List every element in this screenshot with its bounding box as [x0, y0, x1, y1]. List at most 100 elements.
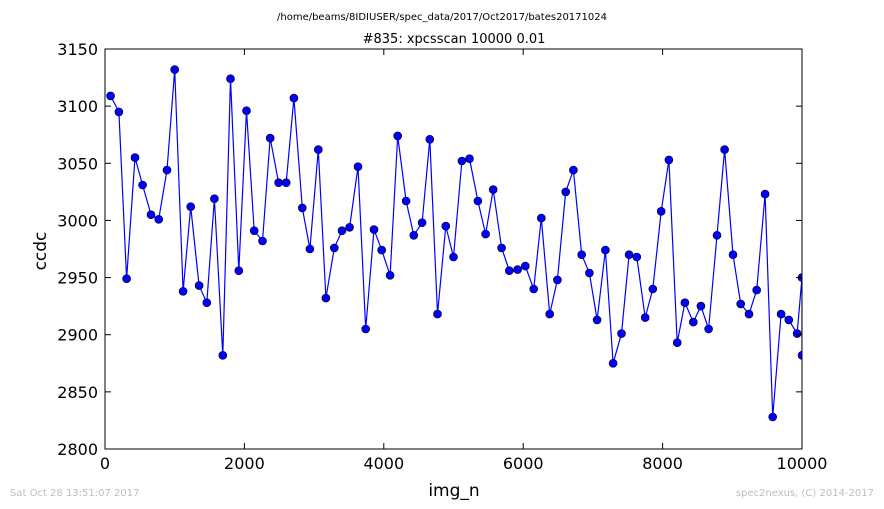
y-tick-label: 2900 — [57, 326, 98, 345]
data-point — [672, 338, 682, 348]
x-tick-label: 4000 — [363, 454, 404, 473]
footer-timestamp: Sat Oct 28 13:51:07 2017 — [10, 488, 140, 499]
data-point — [696, 301, 706, 311]
data-point — [592, 315, 602, 325]
data-point — [361, 324, 371, 334]
series-line — [110, 69, 802, 418]
y-tick-label: 3100 — [57, 97, 98, 116]
data-point — [601, 245, 610, 255]
data-point — [393, 131, 403, 141]
y-tick-label: 2850 — [57, 383, 98, 402]
data-point — [313, 145, 323, 154]
data-point — [194, 281, 204, 290]
data-point — [553, 275, 562, 285]
y-tick-label: 2800 — [57, 440, 98, 459]
data-point — [409, 231, 419, 240]
data-point — [210, 194, 219, 203]
data-point — [608, 358, 618, 368]
data-point — [457, 156, 467, 166]
data-point — [648, 284, 658, 294]
data-point — [337, 226, 347, 235]
data-point — [497, 243, 506, 253]
chart-title: #835: xpcsscan 10000 0.01 — [363, 32, 546, 47]
data-point — [234, 266, 244, 276]
data-point — [797, 351, 802, 360]
axes-frame — [104, 48, 803, 450]
data-point — [704, 324, 713, 334]
data-point — [760, 189, 770, 199]
x-tick-label: 6000 — [503, 454, 544, 473]
x-axis-label: img_n — [428, 481, 479, 501]
data-point — [297, 203, 307, 213]
data-point — [465, 154, 474, 163]
data-point — [321, 293, 331, 303]
data-point — [712, 231, 722, 240]
data-point — [249, 226, 259, 235]
x-tick-label: 2000 — [224, 454, 265, 473]
data-point — [529, 284, 539, 294]
data-point — [561, 187, 571, 197]
x-tick-label: 10000 — [777, 454, 828, 473]
data-point — [274, 178, 283, 187]
data-point — [776, 309, 786, 319]
data-point — [122, 274, 131, 284]
data-point — [624, 250, 634, 259]
data-point — [146, 210, 156, 219]
y-tick-label: 2950 — [57, 269, 98, 288]
data-point — [114, 107, 124, 117]
data-point — [520, 261, 530, 271]
data-point — [226, 74, 235, 83]
data-point — [106, 91, 115, 101]
data-point — [130, 153, 140, 162]
data-point — [345, 223, 354, 232]
y-axis-label: ccdc — [31, 232, 51, 271]
data-point — [353, 162, 363, 171]
data-point — [385, 270, 395, 280]
data-point — [178, 286, 188, 296]
data-point — [289, 93, 299, 103]
data-point — [688, 317, 698, 327]
data-point — [258, 236, 267, 246]
x-tick-label: 0 — [100, 454, 110, 473]
y-tick-label: 3050 — [57, 154, 98, 173]
data-point — [162, 165, 172, 175]
data-point — [242, 106, 251, 115]
data-point — [481, 229, 490, 239]
data-point — [281, 178, 291, 187]
data-point — [369, 225, 379, 234]
data-point — [752, 285, 762, 295]
data-point — [784, 315, 794, 325]
data-point — [536, 213, 546, 223]
data-point — [640, 313, 650, 322]
data-point — [377, 245, 387, 255]
y-tick-label: 3000 — [57, 211, 98, 230]
plot-area — [106, 65, 802, 422]
data-point — [656, 207, 666, 216]
data-point — [329, 243, 339, 253]
data-point — [768, 412, 778, 422]
footer-credit: spec2nexus, (C) 2014-2017 — [735, 488, 874, 499]
data-point — [504, 266, 514, 276]
data-point — [545, 309, 555, 319]
data-point — [680, 298, 690, 308]
data-point — [577, 250, 587, 259]
x-tick-label: 8000 — [642, 454, 683, 473]
data-point — [433, 309, 442, 319]
data-point — [513, 265, 522, 274]
data-point — [425, 135, 435, 144]
data-point — [401, 196, 411, 206]
data-point — [617, 329, 626, 338]
data-point — [488, 185, 498, 194]
chart-suptitle: /home/beams/8IDIUSER/spec_data/2017/Oct2… — [277, 12, 607, 23]
data-point — [744, 309, 754, 319]
data-point — [138, 180, 147, 190]
data-point — [305, 244, 315, 254]
data-point — [473, 196, 483, 206]
data-point — [720, 145, 729, 154]
data-point — [218, 350, 228, 360]
data-point — [170, 65, 179, 74]
data-point — [569, 165, 578, 175]
data-point — [736, 299, 746, 309]
axis-ticks: 0 2000 4000 6000 8000 10000 2800 2850 2900 2950 30… — [57, 40, 827, 473]
